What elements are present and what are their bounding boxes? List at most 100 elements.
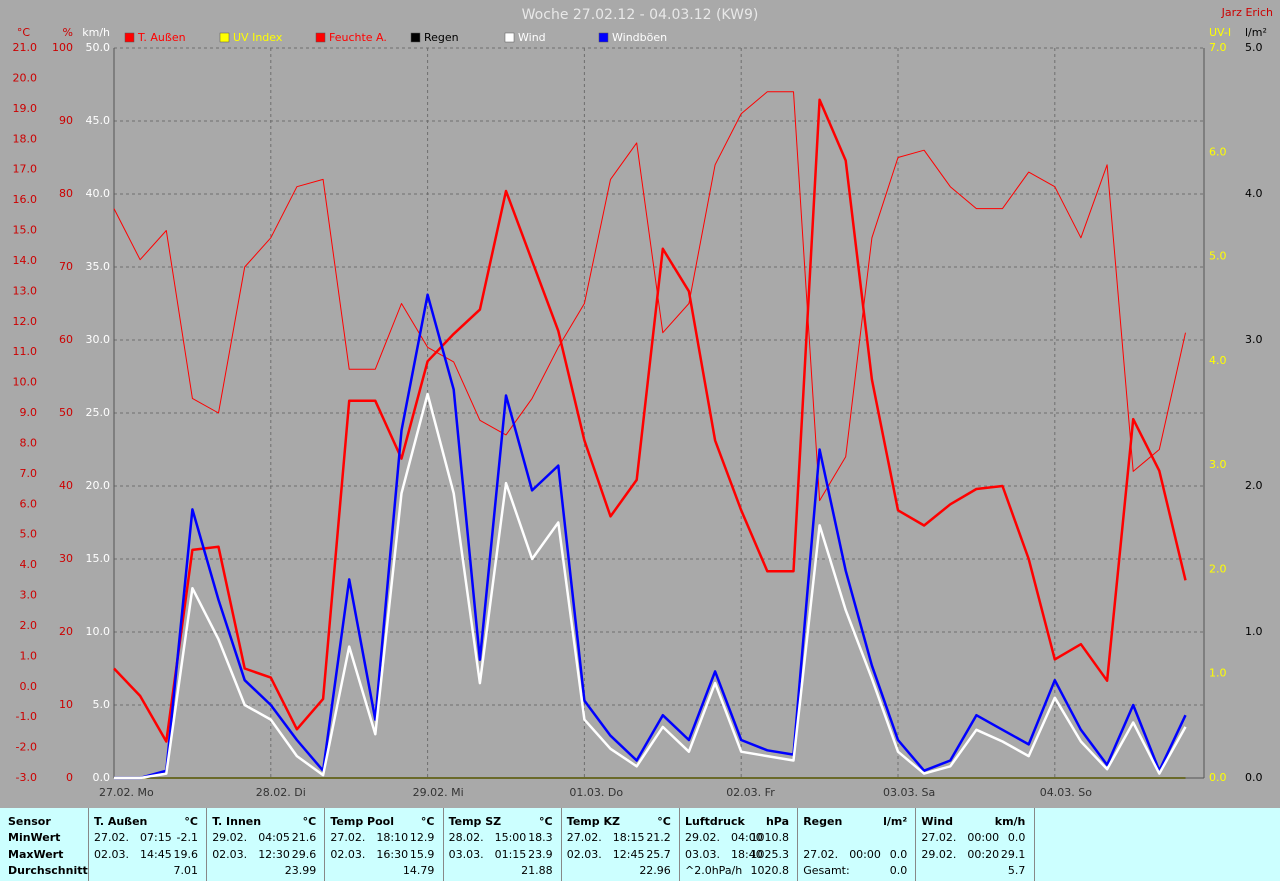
- table-cell: Luftdruck: [685, 815, 745, 828]
- y-tick-label: 15.0: [13, 224, 38, 237]
- legend-swatch: [410, 32, 421, 43]
- legend-swatch: [315, 32, 326, 43]
- axis-header: km/h: [82, 26, 110, 39]
- table-cell: 1010.8: [750, 831, 790, 844]
- table-cell: 00:00: [967, 831, 1000, 844]
- table-cell: MaxWert: [8, 848, 64, 861]
- table-cell: Regen: [803, 815, 843, 828]
- y-tick-label: 45.0: [86, 114, 111, 127]
- legend-swatch: [219, 32, 230, 43]
- y-tick-label: 17.0: [13, 163, 38, 176]
- axis-header: l/m²: [1245, 26, 1267, 39]
- axis-header: °C: [17, 26, 31, 39]
- table-cell: 27.02.: [921, 831, 957, 844]
- y-tick-label: 14.0: [13, 254, 38, 267]
- table-cell: 02.03.: [330, 848, 366, 861]
- legend-swatch: [598, 32, 609, 43]
- table-cell: 27.02.: [803, 848, 839, 861]
- table-cell: T. Außen: [94, 815, 148, 828]
- table-cell: 02.03.: [212, 848, 248, 861]
- y-tick-label: 9.0: [20, 406, 38, 419]
- x-tick-label: 02.03. Fr: [726, 786, 775, 799]
- y-tick-label: 1.0: [20, 649, 38, 662]
- table-cell: Wind: [921, 815, 953, 828]
- table-cell: °C: [184, 815, 198, 828]
- table-cell: Temp Pool: [330, 815, 395, 828]
- y-tick-label: 50.0: [86, 41, 111, 54]
- table-cell: 18:40: [731, 848, 763, 861]
- y-tick-label: 10.0: [86, 625, 111, 638]
- y-tick-label: 0.0: [93, 771, 111, 784]
- y-tick-label: 10: [59, 698, 73, 711]
- table-cell: 0.0: [1007, 831, 1026, 844]
- series-line: [114, 392, 1187, 780]
- x-tick-label: 29.02. Mi: [413, 786, 464, 799]
- table-cell: ^2.0hPa/h: [685, 864, 743, 877]
- y-tick-label: 25.0: [86, 406, 111, 419]
- separator: [442, 808, 444, 881]
- table-cell: 25.7: [646, 848, 671, 861]
- series-line: [114, 293, 1187, 780]
- table-cell: 03.03.: [685, 848, 720, 861]
- y-tick-label: 18.0: [13, 132, 38, 145]
- y-tick-label: 7.0: [1209, 41, 1227, 54]
- legend-swatch: [504, 32, 515, 43]
- y-tick-label: 2.0: [1209, 562, 1227, 575]
- y-tick-label: -3.0: [16, 771, 37, 784]
- table-cell: km/h: [994, 815, 1026, 828]
- y-tick-label: 3.0: [1209, 458, 1227, 471]
- table-cell: Temp SZ: [448, 815, 502, 828]
- axis-header: %: [63, 26, 73, 39]
- y-tick-label: 20.0: [86, 479, 111, 492]
- y-tick-label: 5.0: [93, 698, 111, 711]
- y-tick-label: 1.0: [1209, 667, 1227, 680]
- y-tick-label: 60: [59, 333, 73, 346]
- y-tick-label: 5.0: [1209, 250, 1227, 263]
- table-cell: 04:00: [731, 831, 763, 844]
- y-tick-label: -1.0: [16, 710, 37, 723]
- y-tick-label: 1.0: [1245, 625, 1263, 638]
- y-tick-label: 5.0: [1245, 41, 1263, 54]
- table-cell: Sensor: [8, 815, 51, 828]
- table-cell: hPa: [765, 815, 789, 828]
- table-cell: 1025.3: [750, 848, 790, 861]
- y-tick-label: 40: [59, 479, 73, 492]
- y-tick-label: 3.0: [20, 589, 38, 602]
- table-cell: 29.02.: [685, 831, 720, 844]
- y-tick-label: 80: [59, 187, 73, 200]
- y-tick-label: 15.0: [86, 552, 111, 565]
- y-tick-label: 6.0: [20, 497, 38, 510]
- chart-title: Woche 27.02.12 - 04.03.12 (KW9): [522, 7, 759, 23]
- legend-label: Windböen: [612, 31, 667, 44]
- y-tick-label: 10.0: [13, 376, 38, 389]
- table-cell: 03.03.: [448, 848, 484, 861]
- table-cell: 27.02.: [94, 831, 129, 844]
- table-cell: Gesamt:: [803, 864, 850, 877]
- table-cell: 14:45: [140, 848, 172, 861]
- table-cell: 14.79: [402, 864, 435, 877]
- table-cell: 1020.8: [750, 864, 790, 877]
- table-cell: 19.6: [173, 848, 199, 861]
- separator: [88, 808, 89, 881]
- table-cell: 21.88: [521, 864, 553, 877]
- table-cell: 27.02.: [330, 831, 366, 844]
- table-cell: 00:20: [967, 848, 1000, 861]
- separator: [679, 808, 680, 881]
- y-tick-label: 21.0: [13, 41, 38, 54]
- y-tick-label: 0.0: [20, 680, 38, 693]
- author: Jarz Erich: [1221, 6, 1273, 19]
- separator: [915, 808, 917, 881]
- y-tick-label: 3.0: [1245, 333, 1263, 346]
- separator: [1033, 808, 1035, 881]
- y-tick-label: 90: [59, 114, 73, 127]
- table-cell: 16:30: [376, 848, 409, 861]
- y-tick-label: 16.0: [13, 193, 38, 206]
- legend-label: Wind: [518, 31, 546, 44]
- table-cell: 0.0: [889, 848, 908, 861]
- legend-swatch: [124, 32, 135, 43]
- table-cell: 18:15: [612, 831, 645, 844]
- table-cell: 5.7: [1007, 864, 1026, 877]
- separator: [560, 808, 562, 881]
- table-cell: 7.01: [173, 864, 199, 877]
